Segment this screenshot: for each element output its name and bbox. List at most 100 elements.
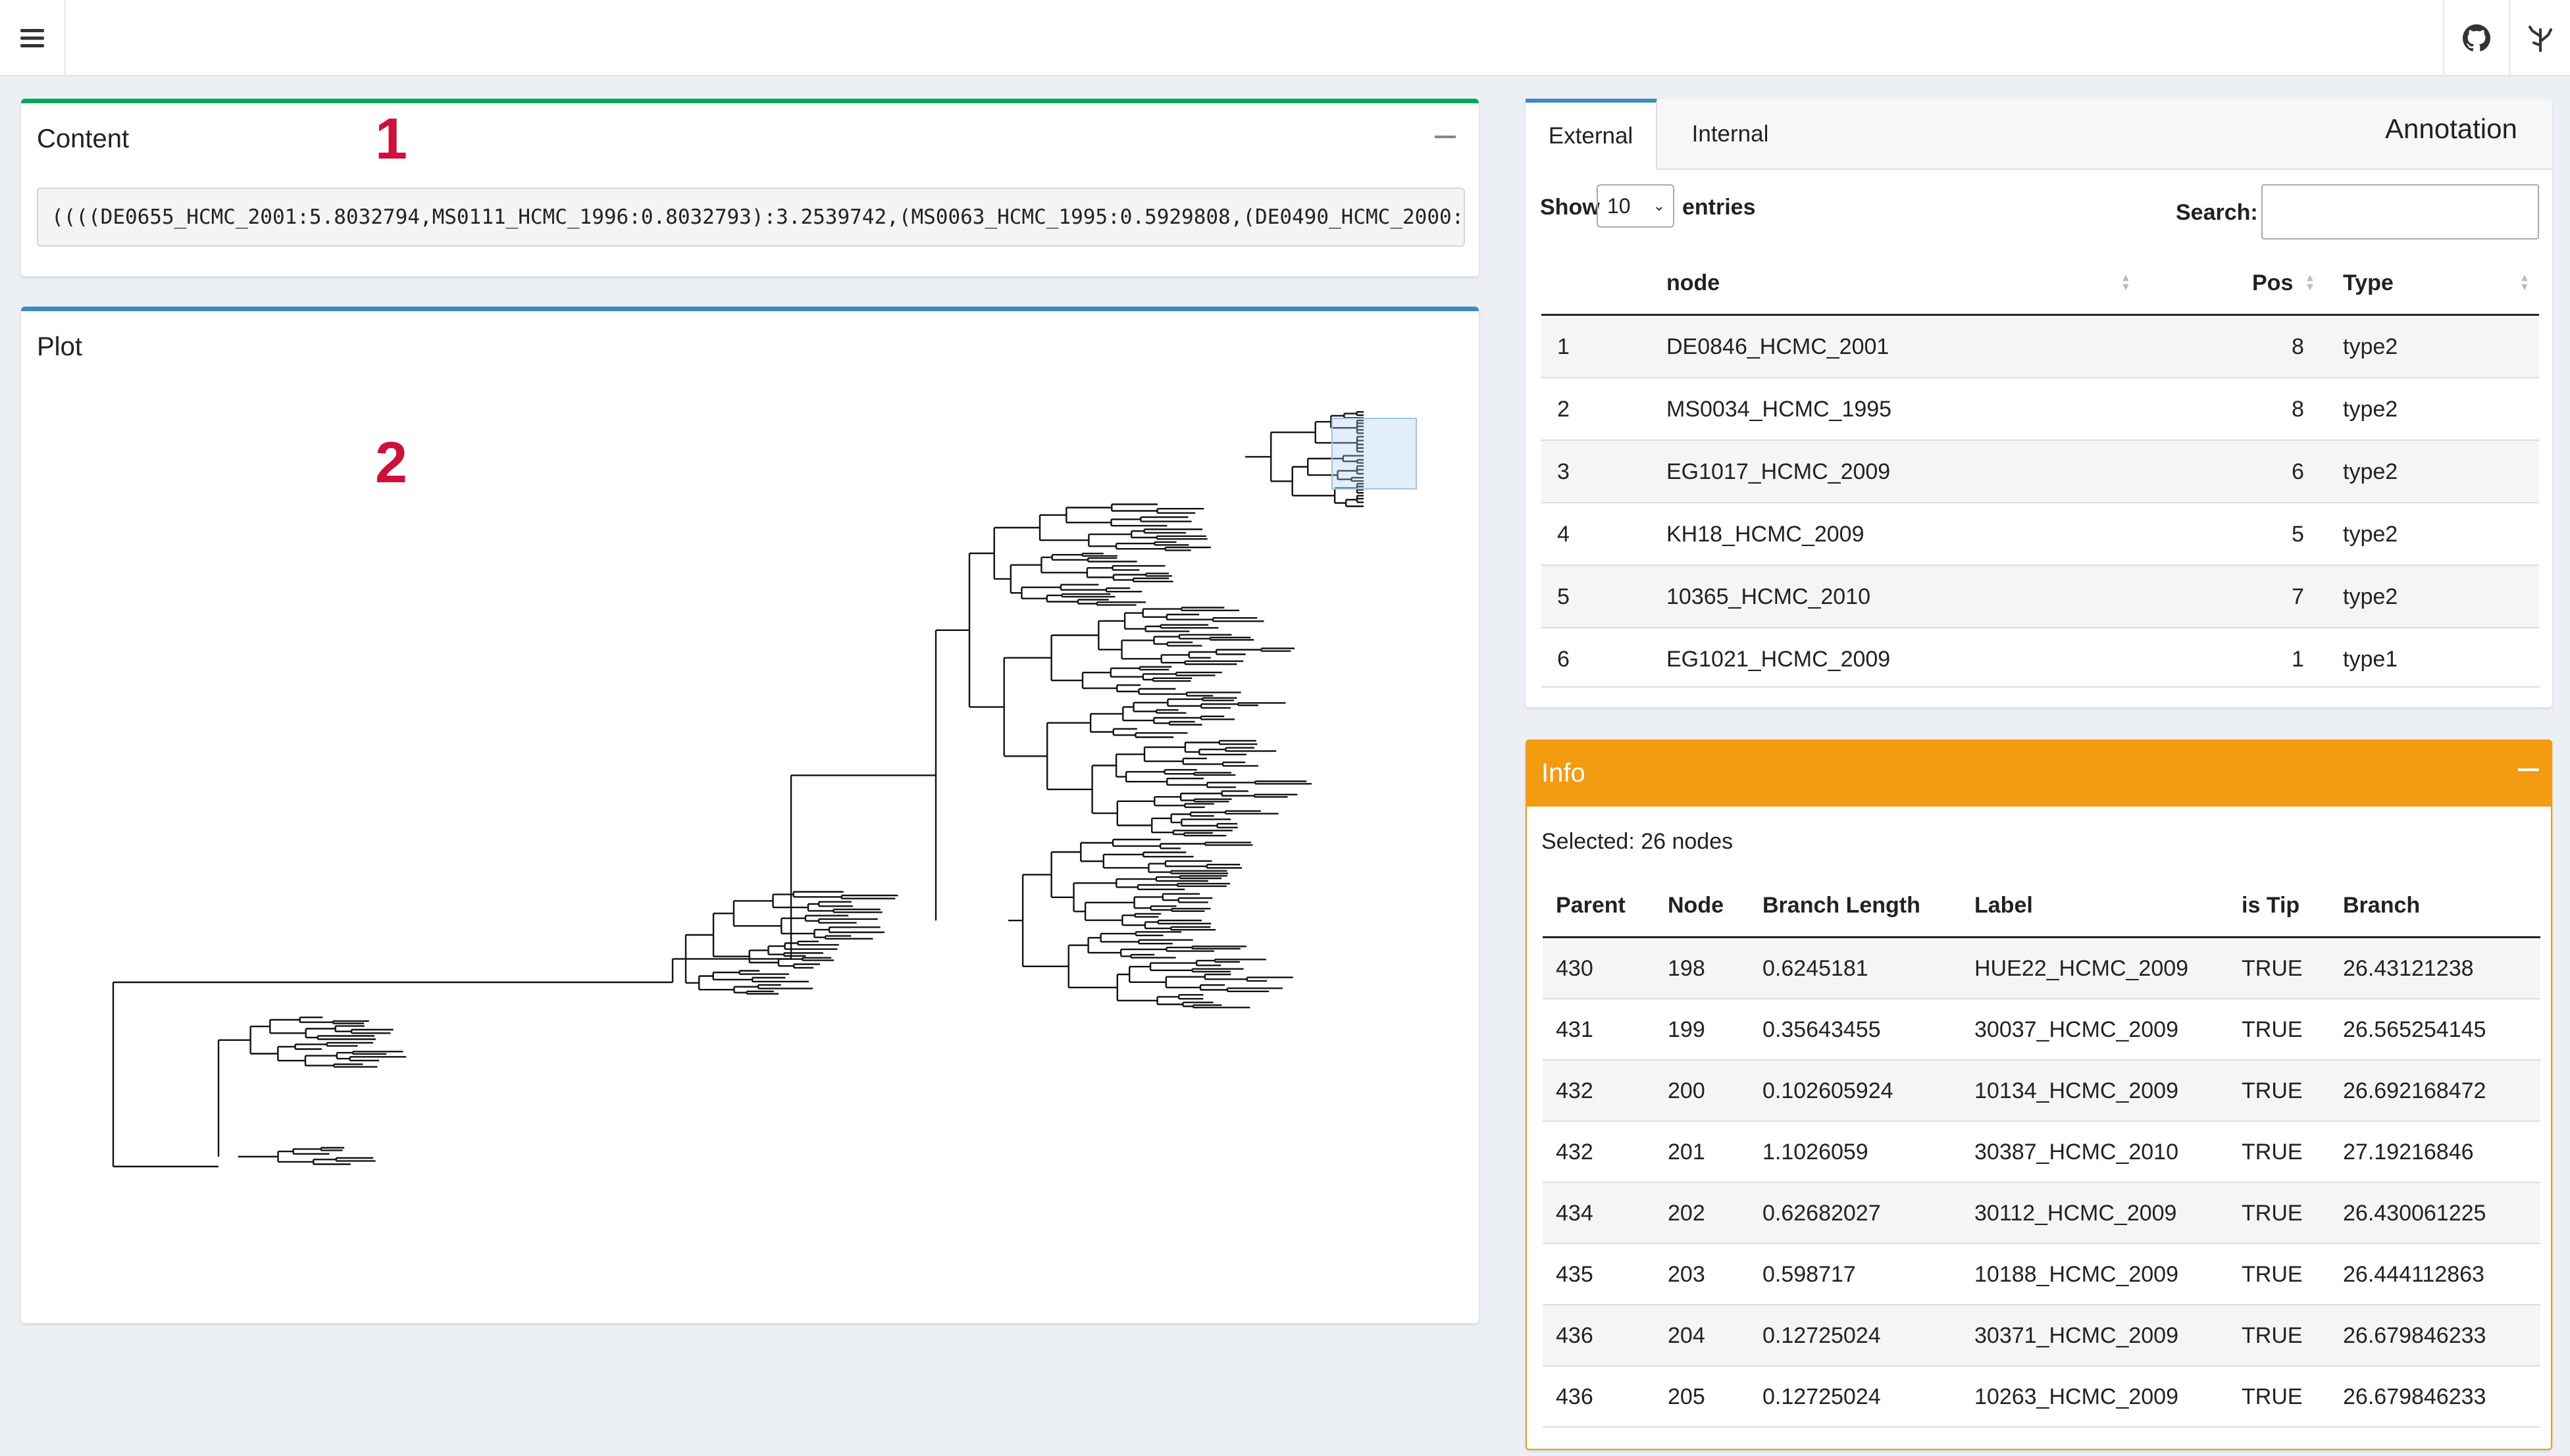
row-length: 0.12725024: [1762, 1384, 1881, 1409]
row-tip: TRUE: [2242, 1323, 2303, 1348]
row-parent: 432: [1556, 1140, 1593, 1165]
row-index: 4: [1557, 522, 1570, 547]
column-header-node[interactable]: node: [1666, 270, 1720, 295]
show-label: Show: [1540, 195, 1600, 220]
table-row[interactable]: 430 198 0.6245181 HUE22_HCMC_2009 TRUE 26.431…: [1543, 938, 2540, 999]
content-collapse-button[interactable]: [1435, 136, 1456, 138]
row-label: 10134_HCMC_2009: [1974, 1078, 2178, 1103]
tab-internal[interactable]: Internal: [1691, 121, 1769, 147]
row-label: 30371_HCMC_2009: [1974, 1323, 2178, 1348]
row-branch: 26.43121238: [2343, 956, 2474, 981]
row-length: 1.1026059: [1762, 1140, 1868, 1165]
row-type: type1: [2343, 647, 2398, 672]
row-branch: 27.19216846: [2343, 1140, 2474, 1165]
column-header-parent: Parent: [1556, 893, 1626, 918]
annotation-title: Annotation: [2385, 113, 2517, 144]
column-header-node: Node: [1668, 893, 1724, 918]
table-row[interactable]: 2 MS0034_HCMC_1995 8 type2: [1541, 378, 2539, 441]
tab-external[interactable]: External: [1526, 99, 1657, 170]
table-row[interactable]: 1 DE0846_HCMC_2001 8 type2: [1541, 316, 2539, 378]
info-header: Info: [1526, 740, 2552, 807]
row-tip: TRUE: [2242, 1017, 2303, 1042]
github-icon: [2463, 24, 2490, 51]
sort-icon[interactable]: ▲ ▼: [2120, 272, 2131, 293]
sidebar-toggle-button[interactable]: [0, 0, 66, 76]
row-length: 0.62682027: [1762, 1201, 1881, 1226]
table-row[interactable]: 432 200 0.102605924 10134_HCMC_2009 TRUE 26.6…: [1543, 1061, 2540, 1122]
row-node: 200: [1668, 1078, 1705, 1103]
table-row[interactable]: 432 201 1.1026059 30387_HCMC_2010 TRUE 27.192…: [1543, 1122, 2540, 1183]
table-row[interactable]: 3 EG1017_HCMC_2009 6 type2: [1541, 441, 2539, 503]
row-node: 198: [1668, 956, 1705, 981]
row-label: HUE22_HCMC_2009: [1974, 956, 2189, 981]
table-row[interactable]: 4 KH18_HCMC_2009 5 type2: [1541, 503, 2539, 566]
info-collapse-button[interactable]: [2518, 768, 2539, 771]
marker-label-1: 1: [375, 106, 407, 171]
row-node: KH18_HCMC_2009: [1666, 522, 1864, 547]
row-branch: 26.565254145: [2343, 1017, 2486, 1042]
row-type: type2: [2343, 334, 2398, 359]
page-size-select[interactable]: 10 ⌄: [1597, 184, 1674, 228]
row-parent: 435: [1556, 1262, 1593, 1287]
chevron-down-icon: ⌄: [1653, 197, 1665, 214]
row-label: 10188_HCMC_2009: [1974, 1262, 2178, 1287]
row-parent: 434: [1556, 1201, 1593, 1226]
row-parent: 436: [1556, 1384, 1593, 1409]
row-pos: 8: [2292, 397, 2304, 422]
column-header-type[interactable]: Type: [2343, 270, 2394, 295]
row-type: type2: [2343, 459, 2398, 484]
row-node: 204: [1668, 1323, 1705, 1348]
plot-panel-title: Plot: [37, 332, 82, 361]
row-label: 10263_HCMC_2009: [1974, 1384, 2178, 1409]
phylogenetic-tree-plot[interactable]: [21, 311, 1479, 1328]
plot-panel: Plot: [21, 307, 1479, 1323]
row-pos: 6: [2292, 459, 2304, 484]
row-node: 202: [1668, 1201, 1705, 1226]
table-row[interactable]: 5 10365_HCMC_2010 7 type2: [1541, 566, 2539, 628]
row-parent: 431: [1556, 1017, 1593, 1042]
row-tip: TRUE: [2242, 1078, 2303, 1103]
row-length: 0.6245181: [1762, 956, 1868, 981]
entries-label: entries: [1682, 195, 1756, 220]
table-row[interactable]: 434 202 0.62682027 30112_HCMC_2009 TRUE 26.43…: [1543, 1183, 2540, 1244]
page-size-value: 10: [1607, 194, 1631, 218]
tree-branches: [112, 411, 1364, 1168]
content-panel: Content ((((DE0655_HCMC_2001:5.8032794,M…: [21, 99, 1479, 276]
sort-icon[interactable]: ▲ ▼: [2519, 272, 2530, 293]
table-row[interactable]: 435 203 0.598717 10188_HCMC_2009 TRUE 26.4441…: [1543, 1244, 2540, 1305]
row-node: 205: [1668, 1384, 1705, 1409]
row-length: 0.12725024: [1762, 1323, 1881, 1348]
row-length: 0.102605924: [1762, 1078, 1893, 1103]
row-tip: TRUE: [2242, 956, 2303, 981]
row-node: EG1017_HCMC_2009: [1666, 459, 1891, 484]
table-row[interactable]: 431 199 0.35643455 30037_HCMC_2009 TRUE 26.56…: [1543, 999, 2540, 1061]
marker-label-2: 2: [375, 430, 407, 495]
row-branch: 26.444112863: [2343, 1262, 2484, 1287]
sort-icon[interactable]: ▲ ▼: [2305, 272, 2315, 293]
row-index: 3: [1557, 459, 1570, 484]
row-node: 201: [1668, 1140, 1705, 1165]
row-length: 0.598717: [1762, 1262, 1856, 1287]
logo-button[interactable]: [2509, 0, 2570, 76]
info-panel-title: Info: [1541, 759, 1585, 788]
content-panel-title: Content: [37, 124, 130, 153]
column-header-branch-length: Branch Length: [1762, 893, 1920, 918]
row-parent: 436: [1556, 1323, 1593, 1348]
row-type: type2: [2343, 584, 2398, 609]
table-row[interactable]: 436 205 0.12725024 10263_HCMC_2009 TRUE 26.67…: [1543, 1367, 2540, 1428]
row-node: 203: [1668, 1262, 1705, 1287]
column-header-pos[interactable]: Pos: [2252, 270, 2294, 295]
table-row[interactable]: 436 204 0.12725024 30371_HCMC_2009 TRUE 26.67…: [1543, 1305, 2540, 1367]
github-button[interactable]: [2443, 0, 2509, 76]
newick-text-display[interactable]: ((((DE0655_HCMC_2001:5.8032794,MS0111_HC…: [37, 188, 1465, 247]
selection-brush[interactable]: [1331, 418, 1417, 490]
row-type: type2: [2343, 522, 2398, 547]
annotation-tab-bar: [1526, 99, 2552, 170]
search-input[interactable]: [2261, 184, 2539, 239]
info-table-header: Parent Node Branch Length Label is Tip B…: [1543, 872, 2540, 938]
table-row[interactable]: 6 EG1021_HCMC_2009 1 type1: [1541, 628, 2539, 688]
row-branch: 26.679846233: [2343, 1323, 2486, 1348]
row-tip: TRUE: [2242, 1262, 2303, 1287]
row-index: 6: [1557, 647, 1570, 672]
row-pos: 7: [2292, 584, 2304, 609]
